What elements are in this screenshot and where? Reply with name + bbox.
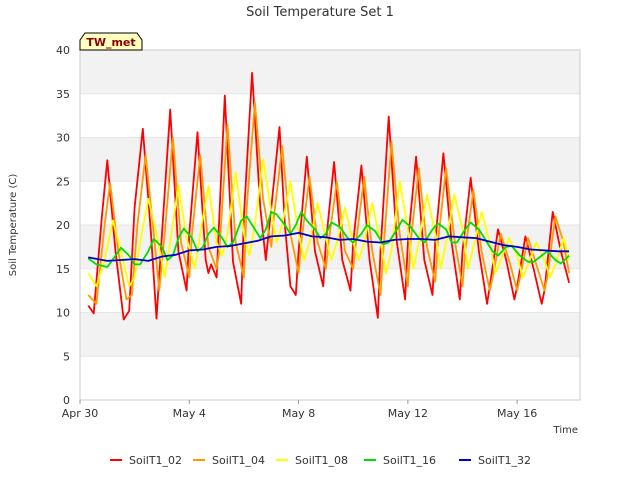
- chart-title: Soil Temperature Set 1: [246, 5, 394, 20]
- y-tick-label: 10: [56, 307, 70, 320]
- y-tick-label: 40: [56, 44, 70, 57]
- legend-label: SoilT1_04: [212, 454, 265, 467]
- grid-band: [80, 312, 580, 357]
- x-tick-label: May 4: [173, 407, 206, 420]
- series-line-soilt1_32: [88, 231, 570, 262]
- legend-label: SoilT1_02: [129, 454, 182, 467]
- x-axis: Apr 30 May 4 May 8 May 12 May 16: [62, 400, 537, 420]
- series-layer: [87, 71, 570, 321]
- badge-label: TW_met: [86, 36, 135, 49]
- plot-frame: [79, 49, 581, 401]
- y-tick-label: 5: [63, 350, 70, 363]
- y-tick-label: 30: [56, 132, 70, 145]
- tw-met-badge: TW_met: [79, 32, 143, 51]
- legend-label: SoilT1_16: [383, 454, 436, 467]
- y-axis: 0 5 10 15 20 25 30 35 40: [56, 44, 70, 407]
- x-tick-label: May 8: [282, 407, 315, 420]
- grid-bands: [80, 49, 580, 401]
- series-line-soilt1_08: [87, 158, 570, 288]
- y-axis-label: Soil Temperature (C): [8, 174, 19, 277]
- legend-label: SoilT1_08: [295, 454, 348, 467]
- y-tick-label: 0: [63, 394, 70, 407]
- badge-shape: [79, 32, 143, 51]
- x-tick-label: May 12: [388, 407, 428, 420]
- x-tick-label: May 16: [497, 407, 537, 420]
- y-tick-label: 20: [56, 219, 70, 232]
- series-line-soilt1_04: [87, 101, 570, 305]
- series-line-soilt1_02: [87, 71, 570, 321]
- grid-band: [80, 50, 580, 94]
- legend: SoilT1_02 SoilT1_04 SoilT1_08 SoilT1_16 Soil…: [110, 454, 531, 467]
- x-tick-label: Apr 30: [62, 407, 99, 420]
- legend-label: SoilT1_32: [478, 454, 531, 467]
- x-axis-label: Time: [553, 425, 578, 436]
- y-tick-label: 25: [56, 175, 70, 188]
- grid-band: [80, 137, 580, 182]
- y-tick-label: 15: [56, 263, 70, 276]
- y-tick-label: 35: [56, 88, 70, 101]
